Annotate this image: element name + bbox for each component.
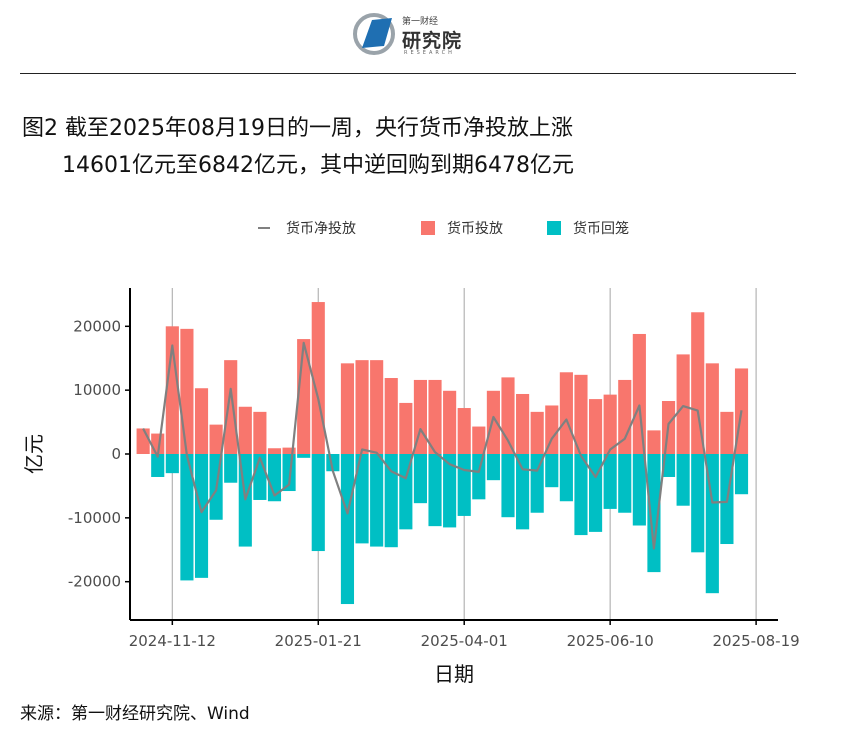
logo-text-big: 研究院 (402, 30, 463, 52)
withdrawal-bar (647, 454, 661, 573)
legend-item-net: 货币净投放 (258, 218, 356, 238)
withdrawal-bar (530, 454, 544, 513)
injection-bar (589, 399, 603, 454)
brand-logo: 第一财经 研究院 RESEARCH (352, 10, 472, 60)
y-axis-title: 亿元 (22, 434, 46, 474)
injection-bar (559, 372, 573, 454)
withdrawal-bar (370, 454, 384, 547)
withdrawal-bar (632, 454, 646, 526)
logo-text-small: 第一财经 (402, 17, 439, 27)
x-tick-label: 2025-04-01 (421, 632, 508, 650)
injection-bar (282, 447, 296, 454)
withdrawal-bar (734, 454, 749, 495)
header-divider (20, 73, 796, 74)
withdrawal-bar (545, 454, 559, 488)
injection-bar (545, 405, 559, 454)
withdrawal-bar (340, 454, 355, 605)
injection-bar (486, 390, 500, 454)
logo-text-sub: RESEARCH (404, 50, 455, 56)
injection-bar (428, 379, 442, 454)
injection-bar (720, 411, 734, 454)
withdrawal-bar (486, 454, 500, 481)
injection-bar (370, 360, 384, 454)
withdrawal-bar (355, 454, 369, 544)
injection-bar (457, 408, 471, 454)
withdrawal-bar (413, 454, 427, 504)
injection-bar (209, 424, 223, 454)
withdrawal-bar (559, 454, 573, 502)
injection-bar (165, 326, 179, 454)
legend-line-swatch (258, 227, 270, 229)
y-tick-label: 20000 (73, 317, 121, 335)
withdrawal-bar (691, 454, 705, 553)
withdrawal-bar (603, 454, 617, 509)
withdrawal-bar (180, 454, 194, 581)
legend-label: 货币净投放 (286, 221, 356, 237)
injection-bar (267, 448, 282, 454)
y-tick-label: -10000 (68, 509, 121, 527)
legend-box-swatch (547, 221, 561, 235)
injection-bar (530, 411, 544, 454)
x-tick-label: 2025-08-19 (713, 632, 800, 650)
injection-bar (603, 394, 617, 454)
injection-bar (136, 428, 150, 454)
figure-title-line1: 图2 截至2025年08月19日的一周，央行货币净投放上涨 (22, 116, 573, 141)
withdrawal-bar (224, 454, 238, 483)
injection-bar (238, 406, 252, 454)
withdrawal-bar (384, 454, 398, 548)
injection-bar (224, 360, 238, 454)
withdrawal-bar (151, 454, 165, 477)
injection-bar (399, 402, 413, 454)
x-axis-title: 日期 (434, 662, 474, 686)
net-injection-line (142, 341, 743, 550)
source-note: 来源：第一财经研究院、Wind (20, 704, 250, 724)
injection-bar (340, 363, 355, 454)
legend-label: 货币回笼 (573, 221, 629, 237)
withdrawal-bar (501, 454, 515, 518)
legend-item-withdrawal: 货币回笼 (547, 218, 629, 238)
injection-bar (618, 379, 632, 454)
withdrawal-bar (516, 454, 530, 530)
x-tick-label: 2025-01-21 (275, 632, 362, 650)
withdrawal-bar (399, 454, 413, 530)
withdrawal-bar (472, 454, 486, 500)
injection-bar (516, 393, 530, 454)
logo-emblem-icon (353, 13, 395, 55)
injection-bar (705, 363, 719, 454)
injection-bar (691, 312, 705, 454)
injection-bar (194, 388, 209, 454)
withdrawal-bar (297, 454, 311, 458)
injection-bar (355, 360, 369, 454)
withdrawal-bar (194, 454, 209, 578)
x-tick-label: 2024-11-12 (129, 632, 216, 650)
withdrawal-bar (443, 454, 457, 528)
legend-label: 货币投放 (447, 221, 503, 237)
injection-bar (472, 426, 486, 454)
injection-bar (253, 411, 267, 454)
withdrawal-bar (457, 454, 471, 516)
withdrawal-bar (618, 454, 632, 513)
withdrawal-bar (165, 454, 179, 474)
withdrawal-bar (589, 454, 603, 532)
withdrawal-bar (574, 454, 588, 536)
injection-bar (180, 328, 194, 454)
figure-title-line2: 14601亿元至6842亿元，其中逆回购到期6478亿元 (62, 153, 574, 178)
injection-bar (574, 374, 588, 454)
injection-bar (676, 354, 690, 454)
injection-bar (647, 430, 661, 454)
injection-bar (632, 333, 646, 454)
injection-bar (384, 378, 398, 454)
legend-item-injection: 货币投放 (421, 218, 503, 238)
withdrawal-bar (428, 454, 442, 527)
y-tick-label: 10000 (73, 381, 121, 399)
withdrawal-bar (311, 454, 325, 552)
y-tick-label: 0 (111, 445, 121, 463)
withdrawal-bar (676, 454, 690, 506)
injection-bar (443, 390, 457, 454)
x-tick-label: 2025-06-10 (567, 632, 654, 650)
y-tick-label: -20000 (68, 573, 121, 591)
legend-box-swatch (421, 221, 435, 235)
